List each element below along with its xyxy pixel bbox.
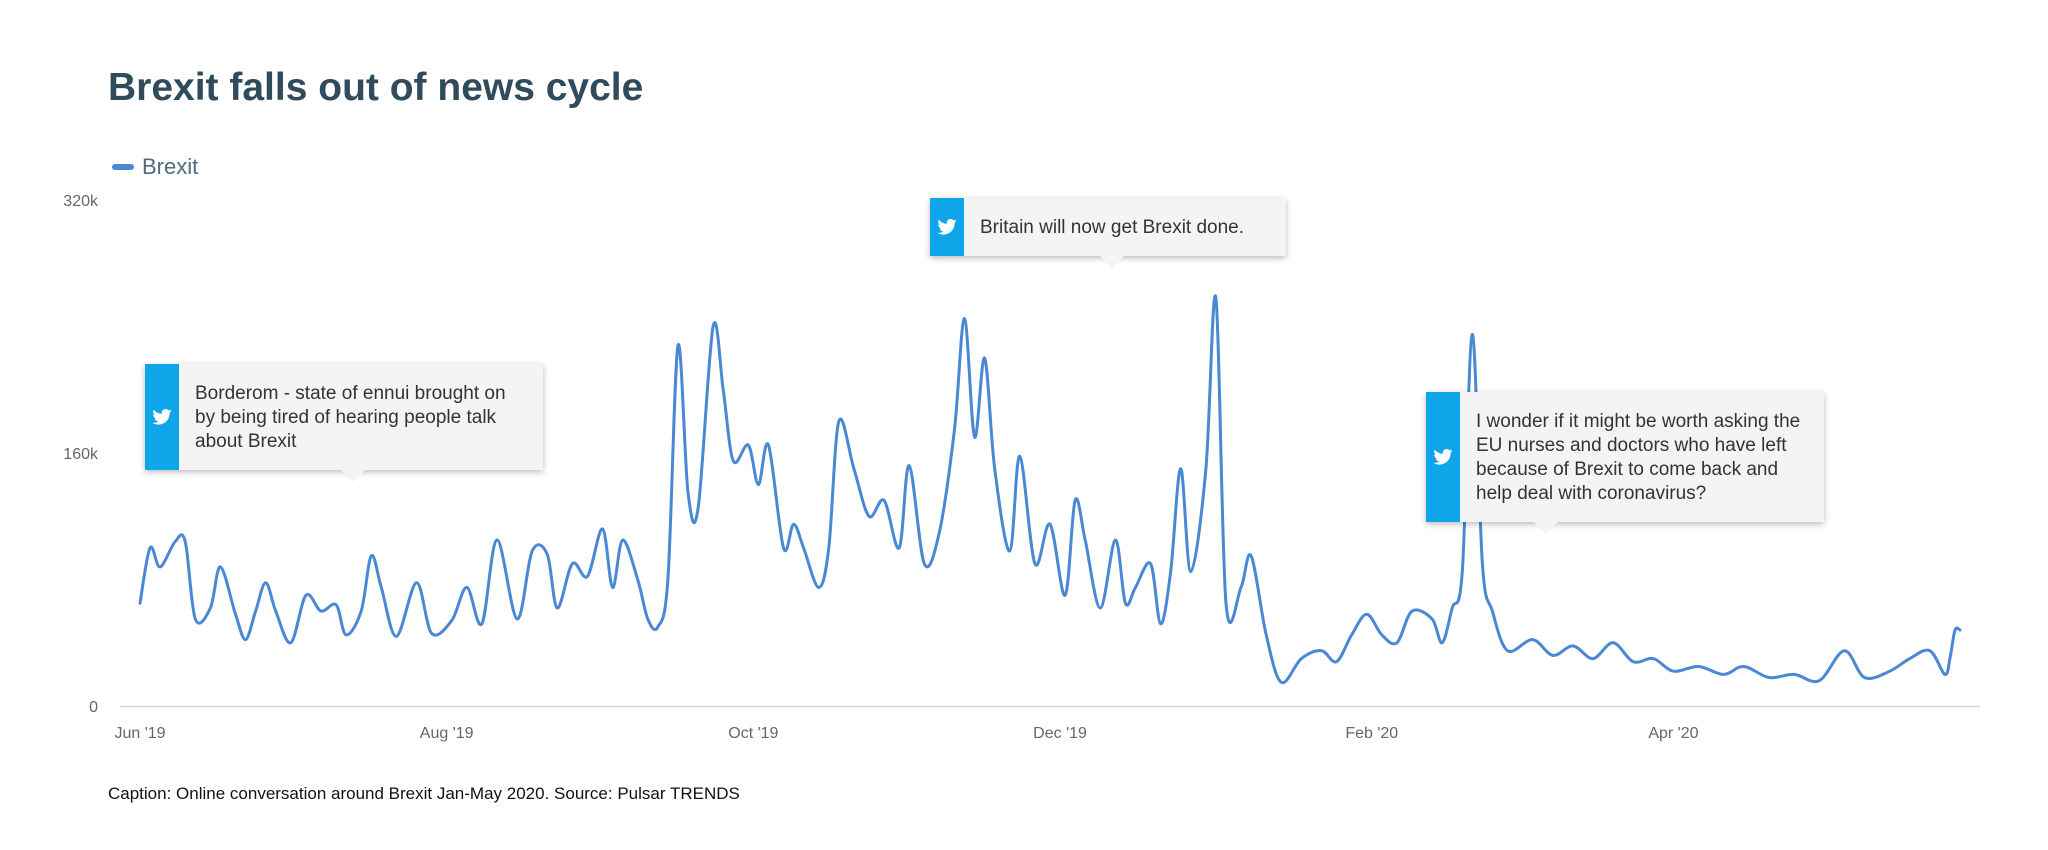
callout-icon-bar — [930, 198, 964, 256]
callout-pointer — [1100, 256, 1124, 268]
callout-pointer — [341, 470, 365, 482]
chart-caption: Caption: Online conversation around Brex… — [108, 784, 740, 803]
x-tick-label: Feb '20 — [1345, 725, 1398, 742]
callout-icon-bar — [145, 364, 179, 470]
callout-pointer — [1534, 522, 1558, 534]
legend[interactable]: Brexit — [112, 154, 198, 180]
tweet-callout-get-brexit-done: Britain will now get Brexit done. — [930, 198, 1286, 268]
legend-label-brexit: Brexit — [142, 154, 199, 179]
twitter-bird-icon — [152, 409, 172, 425]
callout-text: Borderom - state of ennui brought on by … — [195, 383, 506, 452]
twitter-bird-icon — [1433, 449, 1453, 465]
callout-icon-bar — [1426, 392, 1460, 522]
chart-series — [138, 294, 1962, 685]
legend-swatch-brexit — [112, 164, 134, 170]
x-tick-label: Aug '19 — [420, 725, 474, 742]
x-tick-label: Jun '19 — [114, 725, 165, 742]
series-line-brexit — [138, 294, 1962, 685]
chart-title: Brexit falls out of news cycle — [108, 66, 644, 109]
twitter-bird-icon — [937, 219, 957, 235]
tweet-callout-eu-nurses: I wonder if it might be worth asking the… — [1426, 392, 1824, 534]
callout-text: I wonder if it might be worth asking the… — [1476, 411, 1801, 504]
callout-text: Britain will now get Brexit done. — [980, 217, 1245, 238]
x-tick-label: Dec '19 — [1033, 725, 1087, 742]
chart-axes: 0 160k 320k Jun '19 Aug '19 Oct '19 Dec '19 Feb… — [63, 193, 1980, 742]
x-tick-label: Apr '20 — [1648, 725, 1698, 742]
y-tick-label: 320k — [63, 193, 99, 210]
y-tick-label: 0 — [89, 699, 98, 716]
tweet-callout-borderom: Borderom - state of ennui brought on by … — [145, 364, 543, 482]
x-tick-label: Oct '19 — [728, 725, 778, 742]
y-tick-label: 160k — [63, 446, 99, 463]
